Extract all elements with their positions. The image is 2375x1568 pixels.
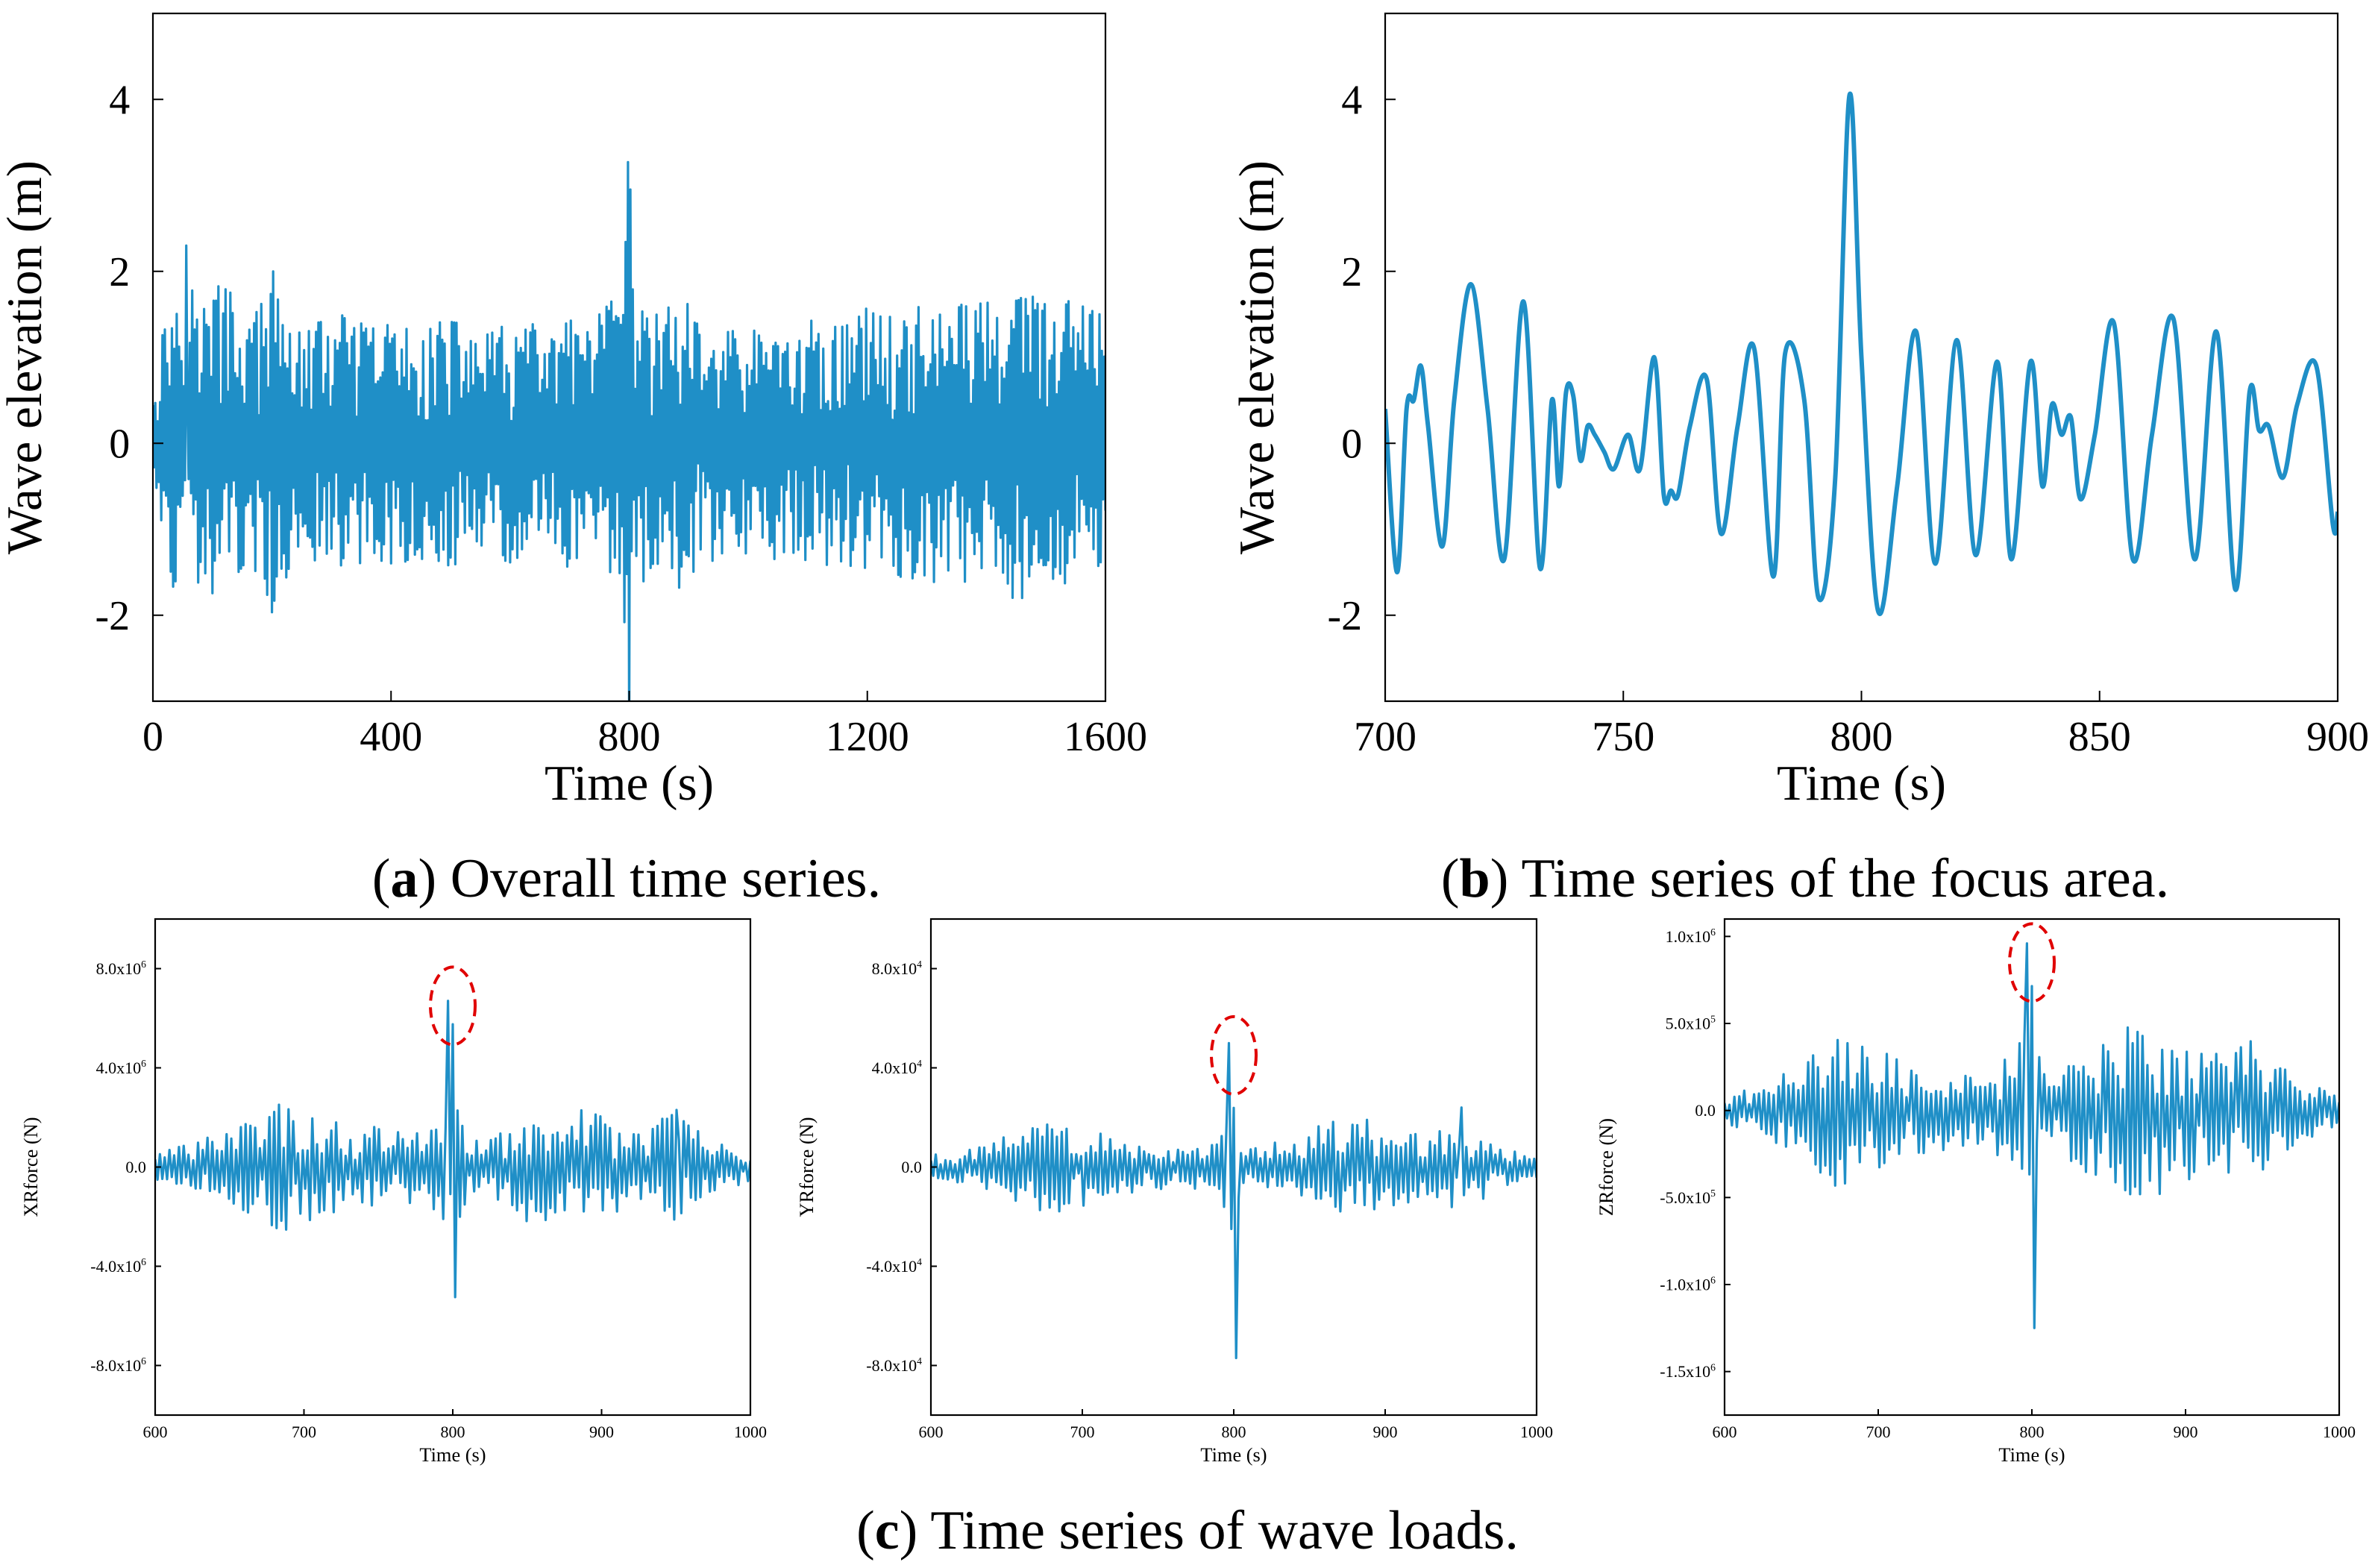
x-tick-label-c3: 900 <box>2174 1423 2198 1441</box>
x-tick-label-b: 900 <box>2306 714 2369 760</box>
chart-c2: 600 700 800 900 1000 -8.0x104 -4.0x104 0.0 4.0x1… <box>795 918 1553 1466</box>
y-tick-label-b: 4 <box>1341 77 1362 123</box>
x-tick-label-c2: 700 <box>1070 1423 1095 1441</box>
y-tick-label-c2: 8.0x104 <box>872 959 923 978</box>
chart-c3: 600 700 800 900 1000 -1.5x106 -1.0x106 -5.0x105… <box>1595 918 2356 1466</box>
x-tick-label-b: 700 <box>1354 714 1416 760</box>
x-tick-label-a: 1200 <box>826 714 909 760</box>
series-line-c3 <box>1725 942 2339 1329</box>
x-tick-label-c3: 600 <box>1713 1423 1737 1441</box>
y-tick-label-a: -2 <box>95 593 131 639</box>
caption-b: (b) Time series of the focus area. <box>1441 848 2169 909</box>
caption-a: (a) Overall time series. <box>372 848 881 909</box>
x-tick-label-a: 1600 <box>1064 714 1147 760</box>
chart-b: 700 750 800 850 900 -2 0 2 4 Time (s) Wave elevati… <box>1229 12 2369 811</box>
y-tick-label-a: 2 <box>109 249 130 295</box>
x-tick-label-b: 850 <box>2068 714 2131 760</box>
series-line-a <box>153 160 1105 701</box>
x-tick-label-c1: 800 <box>441 1423 465 1441</box>
y-axis-label-a: Wave elevation (m) <box>0 160 52 554</box>
y-tick-label-c1: 4.0x106 <box>96 1058 147 1077</box>
y-axis-label-c3: ZRforce (N) <box>1595 1118 1617 1216</box>
y-axis-label-c2: YRforce (N) <box>795 1117 818 1217</box>
x-tick-label-a: 0 <box>142 714 163 760</box>
y-tick-label-b: -2 <box>1328 593 1363 639</box>
x-tick-label-a: 400 <box>360 714 422 760</box>
y-axis-label-c1: XRforce (N) <box>19 1117 42 1217</box>
y-tick-label-c2: -8.0x104 <box>866 1355 922 1375</box>
x-tick-label-c1: 900 <box>589 1423 614 1441</box>
y-tick-label-c1: -4.0x106 <box>90 1256 146 1276</box>
y-tick-label-c3: -1.0x106 <box>1660 1275 1716 1294</box>
y-tick-label-c3: -5.0x105 <box>1660 1188 1716 1207</box>
x-axis-label-c1: Time (s) <box>419 1443 486 1466</box>
y-tick-label-b: 0 <box>1341 421 1362 467</box>
x-tick-label-c2: 600 <box>919 1423 944 1441</box>
x-tick-label-a: 800 <box>598 714 661 760</box>
x-tick-label-b: 800 <box>1830 714 1893 760</box>
x-axis-label-b: Time (s) <box>1777 755 1946 811</box>
y-tick-label-c2: 4.0x104 <box>872 1058 923 1077</box>
chart-c1: 600 700 800 900 1000 -8.0x106 -4.0x106 0.0 4.0x1… <box>19 918 767 1466</box>
charts-layer: 0 400 800 1200 1600 -2 0 2 4 Time (s) Wave elevati… <box>0 12 2369 1466</box>
series-line-c2 <box>931 1041 1537 1360</box>
x-tick-label-c1: 600 <box>143 1423 168 1441</box>
y-tick-label-c2: -4.0x104 <box>866 1256 922 1276</box>
x-tick-label-c1: 700 <box>292 1423 316 1441</box>
peak-highlight-c3 <box>2008 922 2056 1003</box>
y-tick-label-c1: 0.0 <box>125 1158 146 1176</box>
x-tick-label-c1: 1000 <box>734 1423 767 1441</box>
y-tick-label-b: 2 <box>1341 249 1362 295</box>
y-tick-label-c2: 0.0 <box>901 1158 922 1176</box>
x-tick-label-c2: 900 <box>1373 1423 1398 1441</box>
x-tick-label-c3: 1000 <box>2323 1423 2356 1441</box>
caption-c: (c) Time series of wave loads. <box>856 1500 1519 1561</box>
series-line-c1 <box>155 1000 750 1299</box>
y-tick-label-a: 4 <box>109 77 130 123</box>
y-tick-label-c3: 0.0 <box>1695 1101 1716 1120</box>
peak-highlight-c2 <box>1210 1015 1258 1096</box>
peak-highlight-c1 <box>429 965 477 1047</box>
chart-a: 0 400 800 1200 1600 -2 0 2 4 Time (s) Wave elevati… <box>0 12 1147 811</box>
x-axis-label-c3: Time (s) <box>1998 1443 2065 1466</box>
y-tick-label-c3: -1.5x106 <box>1660 1361 1716 1381</box>
x-tick-label-c2: 800 <box>1222 1423 1246 1441</box>
x-tick-label-c3: 700 <box>1866 1423 1891 1441</box>
x-tick-label-c2: 1000 <box>1520 1423 1553 1441</box>
x-axis-label-c2: Time (s) <box>1200 1443 1267 1466</box>
series-line-b <box>1385 91 2338 616</box>
y-tick-label-c3: 5.0x105 <box>1666 1014 1716 1033</box>
x-tick-label-c3: 800 <box>2020 1423 2045 1441</box>
y-tick-label-c1: 8.0x106 <box>96 959 147 978</box>
y-tick-label-c1: -8.0x106 <box>90 1355 146 1375</box>
x-tick-label-b: 750 <box>1592 714 1654 760</box>
y-tick-label-c3: 1.0x106 <box>1666 926 1716 946</box>
y-axis-label-b: Wave elevation (m) <box>1229 160 1284 554</box>
x-axis-label-a: Time (s) <box>545 755 714 811</box>
y-tick-label-a: 0 <box>109 421 130 467</box>
